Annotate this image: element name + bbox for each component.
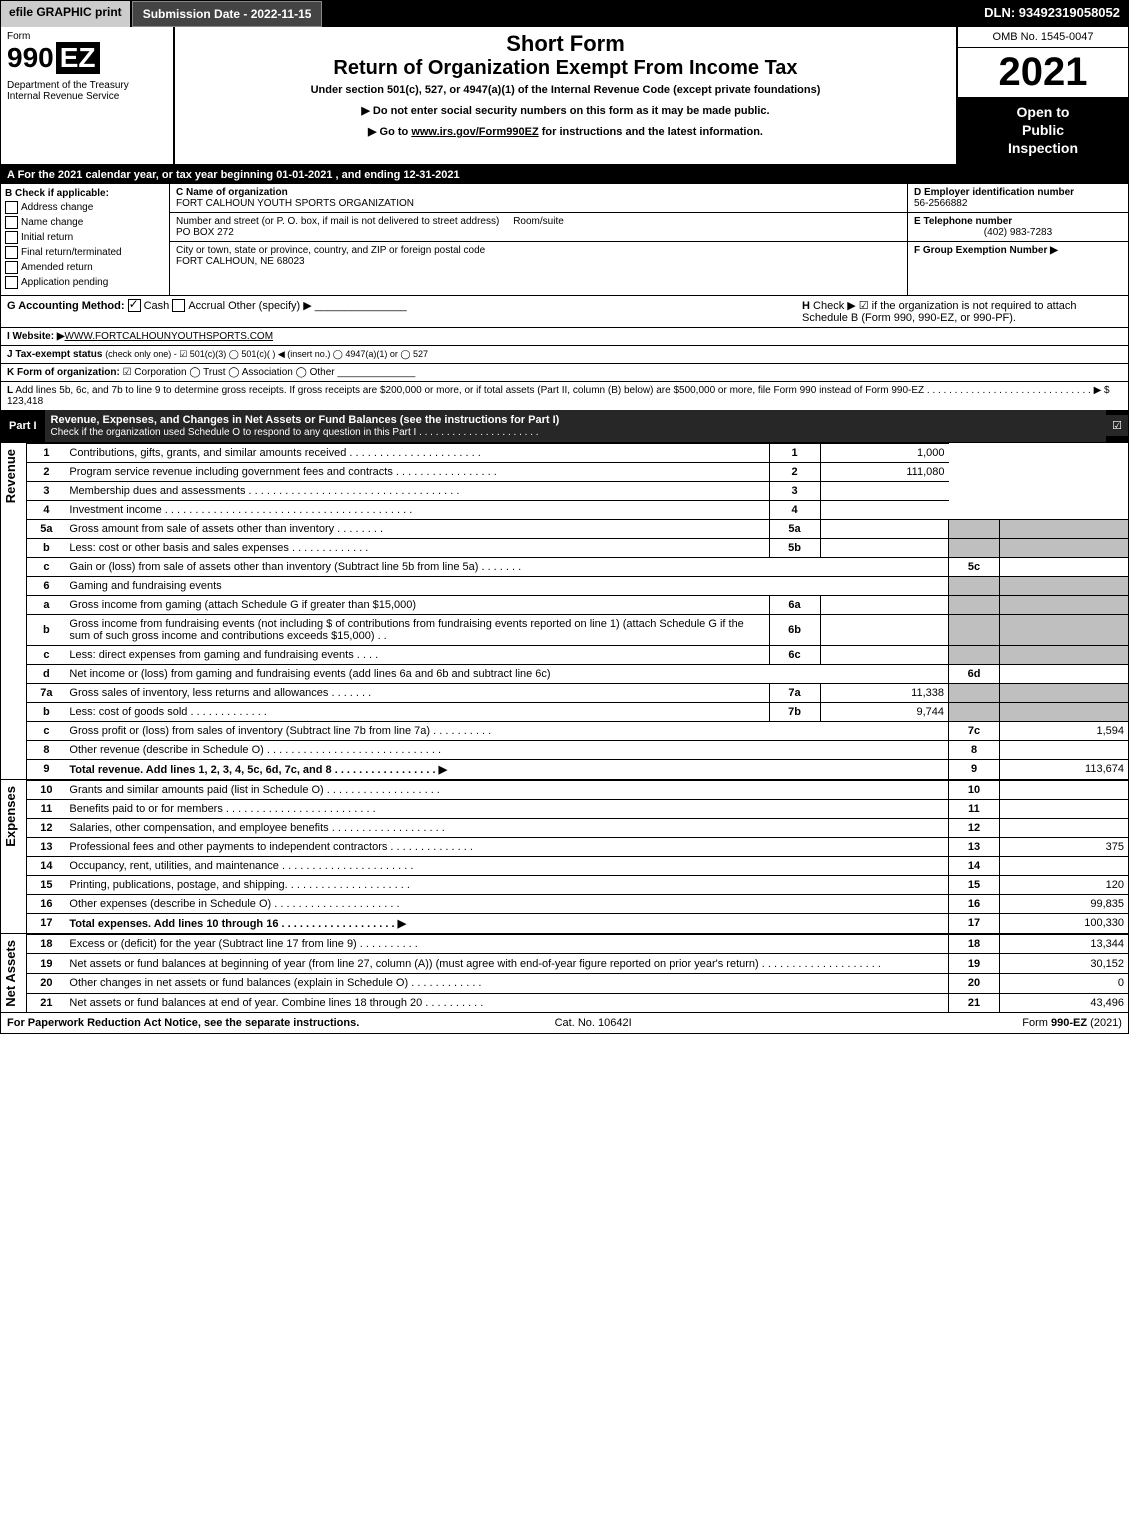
org-name-label: C Name of organization xyxy=(176,187,288,198)
ein: 56-2566882 xyxy=(914,198,967,209)
net-assets-section: Net Assets 18Excess or (deficit) for the… xyxy=(1,933,1128,1013)
room-label: Room/suite xyxy=(513,216,564,227)
accounting-accrual: Accrual xyxy=(188,300,225,312)
catalog-number: Cat. No. 10642I xyxy=(555,1017,632,1029)
line-k: K Form of organization: ☑ Corporation ◯ … xyxy=(1,364,1128,382)
expenses-section: Expenses 10Grants and similar amounts pa… xyxy=(1,779,1128,933)
ein-label: D Employer identification number xyxy=(914,187,1074,198)
dln-label: DLN: 93492319058052 xyxy=(976,1,1128,27)
section-b-header: B Check if applicable: xyxy=(5,188,165,199)
line-l: L Add lines 5b, 6c, and 7b to line 9 to … xyxy=(1,382,1128,410)
form-subtitle: Under section 501(c), 527, or 4947(a)(1)… xyxy=(179,84,952,96)
part-i-checkbox[interactable]: ☑ xyxy=(1106,415,1128,436)
form-ez: EZ xyxy=(56,42,100,74)
website-label: I Website: ▶ xyxy=(7,331,65,342)
part-i-header: Part I Revenue, Expenses, and Changes in… xyxy=(1,410,1128,442)
line-1-value: 1,000 xyxy=(820,443,949,462)
accounting-method-label: G Accounting Method: xyxy=(7,300,125,312)
gross-receipts-amount: 123,418 xyxy=(7,396,43,407)
submission-date-label: Submission Date - 2022-11-15 xyxy=(132,1,323,27)
omb-number: OMB No. 1545-0047 xyxy=(958,27,1128,48)
net-assets-label: Net Assets xyxy=(1,934,20,1013)
form-header: Form 990EZ Department of the Treasury In… xyxy=(1,27,1128,166)
page-footer: For Paperwork Reduction Act Notice, see … xyxy=(1,1012,1128,1033)
org-name: FORT CALHOUN YOUTH SPORTS ORGANIZATION xyxy=(176,198,414,209)
checkbox-final-return[interactable]: Final return/terminated xyxy=(21,247,122,258)
efile-print-button[interactable]: efile GRAPHIC print xyxy=(1,1,132,27)
expenses-label: Expenses xyxy=(1,780,20,853)
form-label: Form xyxy=(7,31,167,42)
checkbox-application-pending[interactable]: Application pending xyxy=(21,277,108,288)
top-bar: efile GRAPHIC print Submission Date - 20… xyxy=(1,1,1128,27)
form-990: 990 xyxy=(7,42,54,74)
net-assets-table: 18Excess or (deficit) for the year (Subt… xyxy=(27,934,1128,1013)
line-g-h: G Accounting Method: Cash Accrual Other … xyxy=(1,296,1128,328)
website-url[interactable]: WWW.FORTCALHOUNYOUTHSPORTS.COM xyxy=(65,331,274,342)
city: FORT CALHOUN, NE 68023 xyxy=(176,256,305,267)
revenue-section: Revenue 1Contributions, gifts, grants, a… xyxy=(1,442,1128,779)
checkbox-address-change[interactable]: Address change xyxy=(21,202,93,213)
section-de: D Employer identification number56-25668… xyxy=(908,184,1128,295)
group-exemption-label: F Group Exemption Number ▶ xyxy=(914,245,1058,256)
tax-status-label: J Tax-exempt status xyxy=(7,349,102,360)
revenue-table: 1Contributions, gifts, grants, and simil… xyxy=(27,443,1128,779)
org-form-text: ☑ Corporation ◯ Trust ◯ Association ◯ Ot… xyxy=(123,367,335,378)
header-grid: B Check if applicable: Address change Na… xyxy=(1,184,1128,296)
line-l-label: L xyxy=(7,385,13,396)
phone: (402) 983-7283 xyxy=(914,227,1122,238)
street-label: Number and street (or P. O. box, if mail… xyxy=(176,216,499,227)
section-c: C Name of organizationFORT CALHOUN YOUTH… xyxy=(170,184,908,295)
section-h-label: H xyxy=(802,300,810,312)
phone-label: E Telephone number xyxy=(914,216,1012,227)
checkbox-name-change[interactable]: Name change xyxy=(21,217,83,228)
line-1-desc: Contributions, gifts, grants, and simila… xyxy=(65,443,769,462)
section-b: B Check if applicable: Address change Na… xyxy=(1,184,170,295)
line-j: J Tax-exempt status (check only one) - ☑… xyxy=(1,346,1128,364)
form-title: Return of Organization Exempt From Incom… xyxy=(179,57,952,80)
ssn-warning: ▶ Do not enter social security numbers o… xyxy=(179,104,952,117)
department-label: Department of the Treasury Internal Reve… xyxy=(7,80,167,102)
paperwork-notice: For Paperwork Reduction Act Notice, see … xyxy=(7,1017,359,1029)
section-h-text: Check ▶ ☑ if the organization is not req… xyxy=(802,300,1077,324)
city-label: City or town, state or province, country… xyxy=(176,245,485,256)
tax-year: 2021 xyxy=(958,48,1128,97)
accounting-cash: Cash xyxy=(144,300,170,312)
accounting-other: Other (specify) ▶ xyxy=(228,300,312,312)
open-to-public: Open to Public Inspection xyxy=(958,97,1128,164)
part-i-title: Revenue, Expenses, and Changes in Net As… xyxy=(45,410,1107,442)
street: PO BOX 272 xyxy=(176,227,234,238)
expenses-table: 10Grants and similar amounts paid (list … xyxy=(27,780,1128,933)
form-version: Form 990-EZ (2021) xyxy=(1022,1017,1122,1029)
line-i: I Website: ▶WWW.FORTCALHOUNYOUTHSPORTS.C… xyxy=(1,328,1128,346)
line-l-text: Add lines 5b, 6c, and 7b to line 9 to de… xyxy=(15,385,1109,396)
tax-status-text: (check only one) - ☑ 501(c)(3) ◯ 501(c)(… xyxy=(105,349,428,359)
irs-link-note: ▶ Go to www.irs.gov/Form990EZ for instru… xyxy=(179,125,952,138)
checkbox-amended-return[interactable]: Amended return xyxy=(21,262,93,273)
short-form-title: Short Form xyxy=(179,31,952,57)
form-number: 990EZ xyxy=(7,42,167,74)
irs-link[interactable]: www.irs.gov/Form990EZ xyxy=(411,126,538,138)
revenue-label: Revenue xyxy=(1,443,20,509)
checkbox-initial-return[interactable]: Initial return xyxy=(21,232,73,243)
org-form-label: K Form of organization: xyxy=(7,367,120,378)
part-i-label: Part I xyxy=(1,416,45,436)
section-a-period: A For the 2021 calendar year, or tax yea… xyxy=(1,166,1128,184)
